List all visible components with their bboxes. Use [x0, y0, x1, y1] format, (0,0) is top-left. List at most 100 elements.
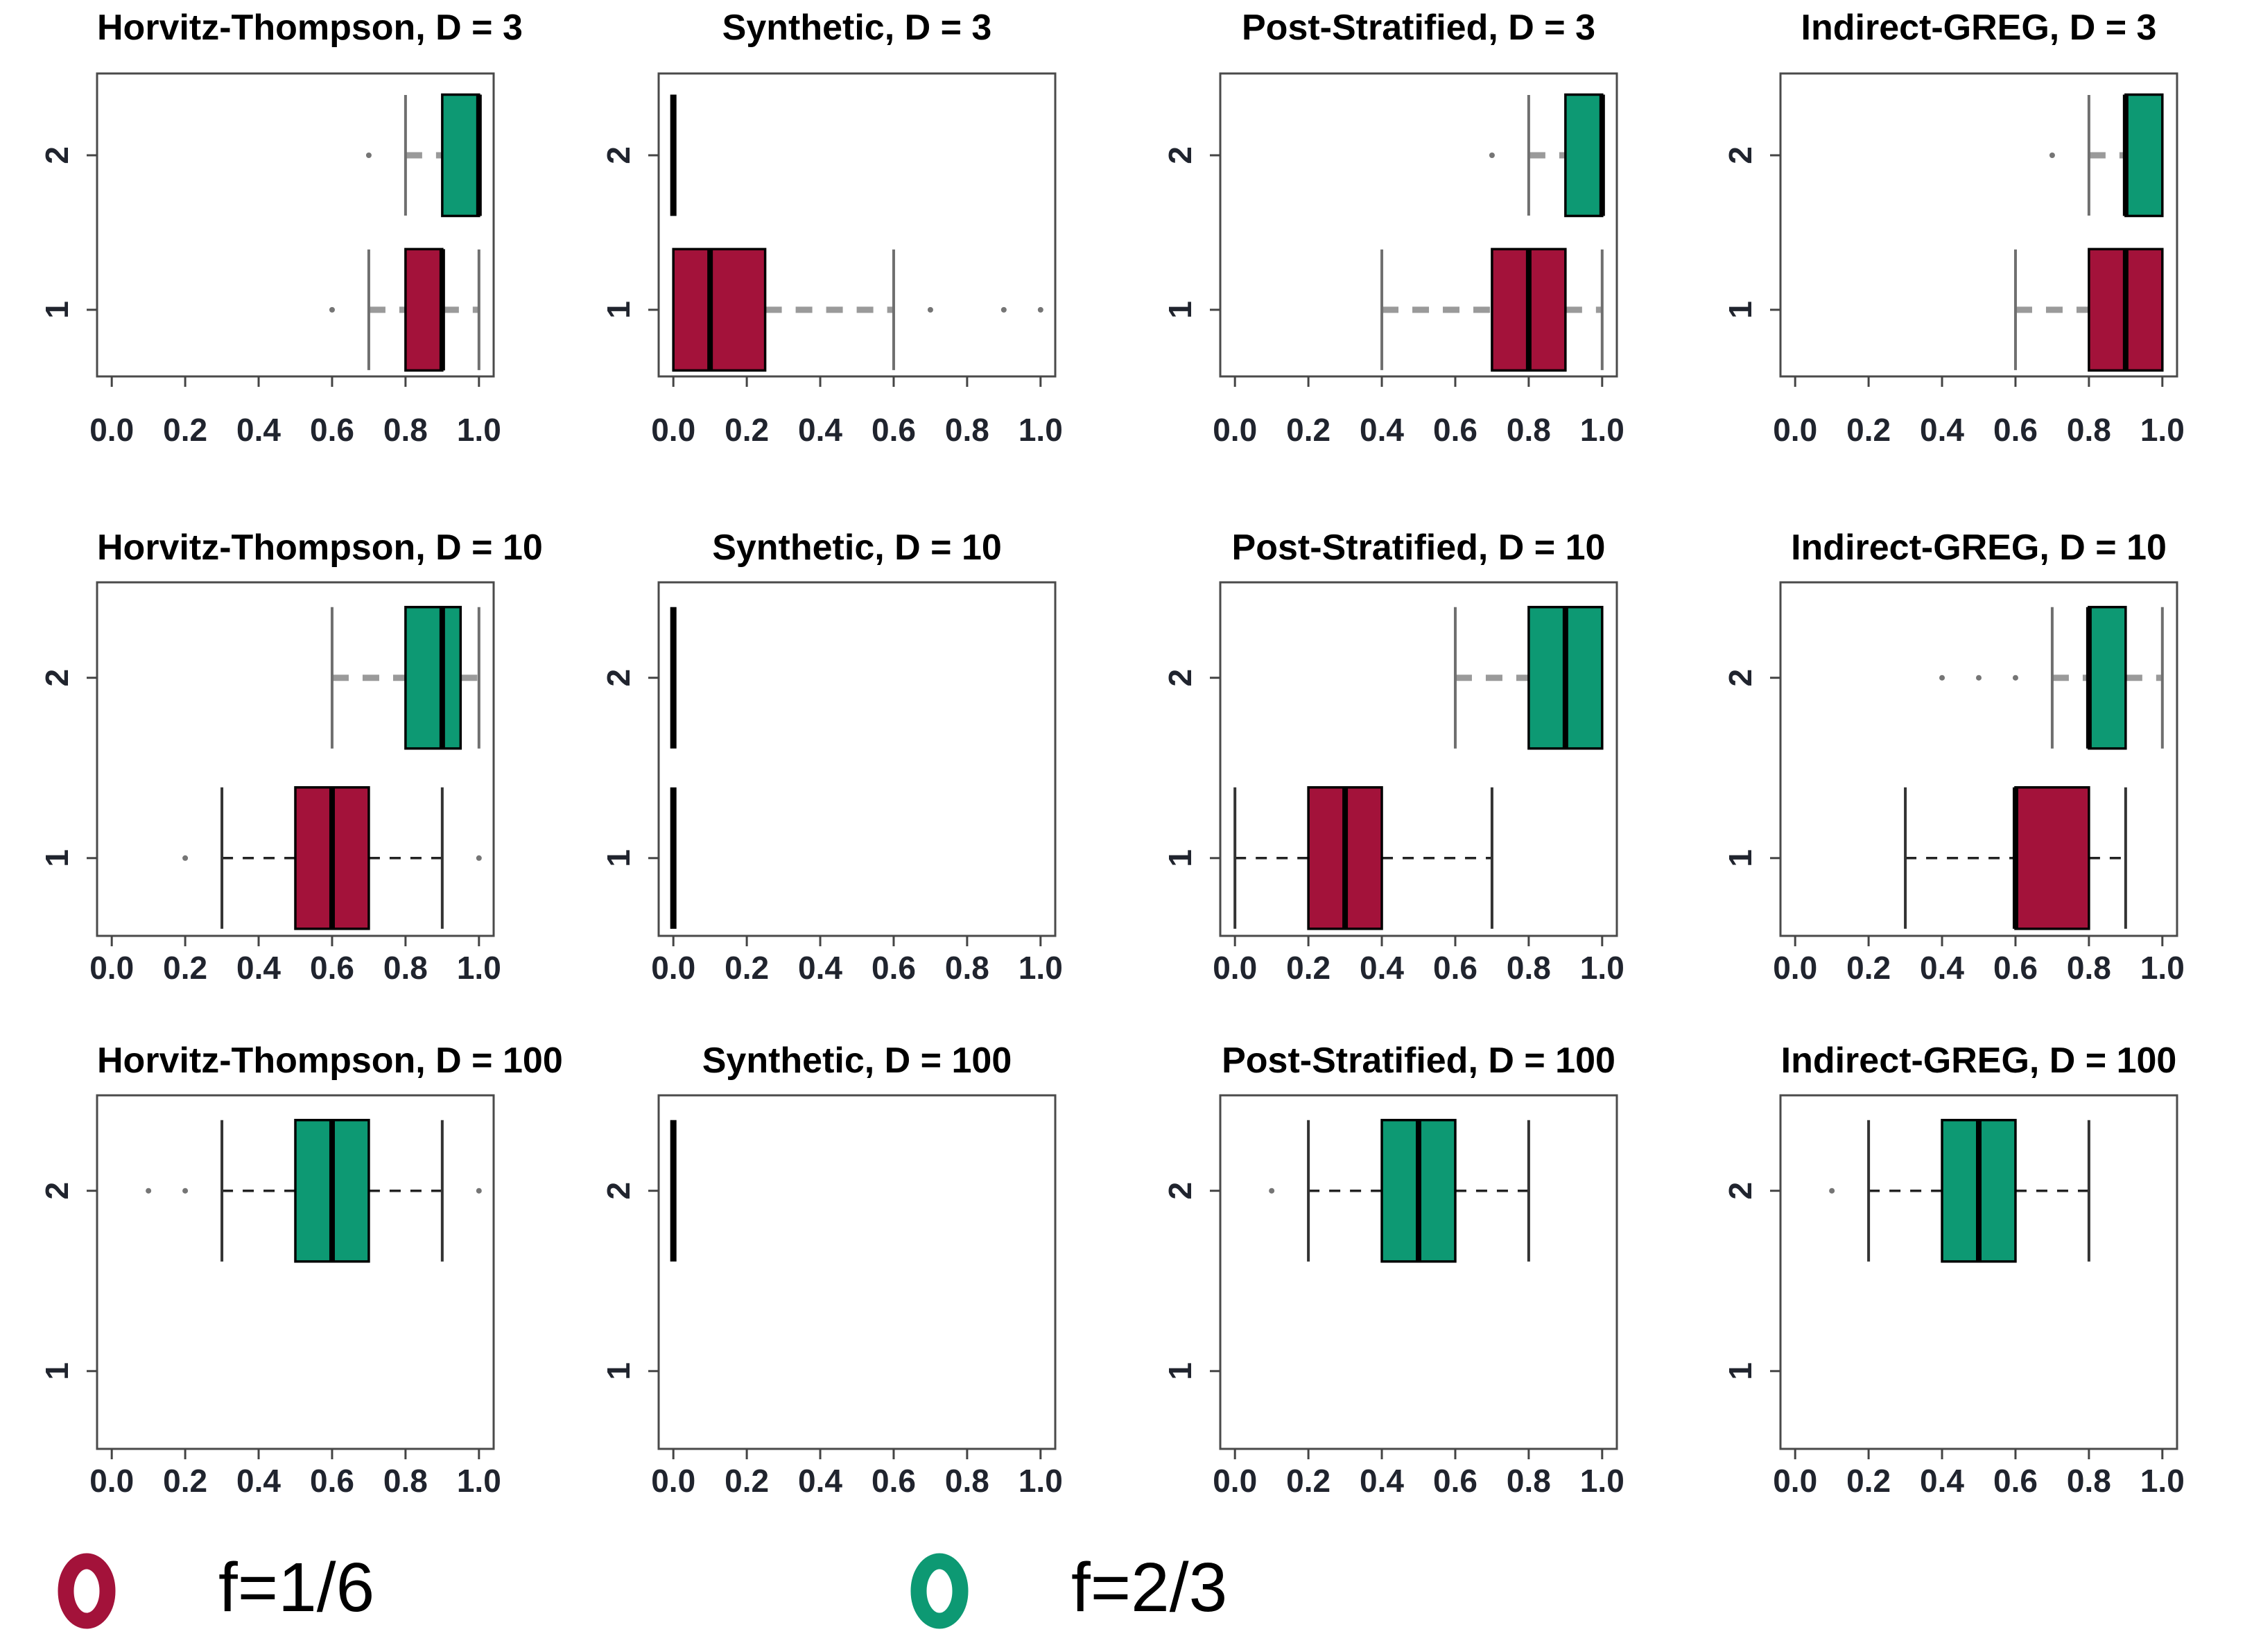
svg-text:2: 2 — [600, 146, 636, 164]
boxplot-panel: Horvitz-Thompson, D = 3 0.0 0.2 0.4 0.6 0.8 1… — [0, 0, 562, 485]
svg-text:2: 2 — [1722, 146, 1758, 164]
svg-text:0.6: 0.6 — [872, 1463, 916, 1499]
panel-title: Indirect-GREG, D = 10 — [1791, 528, 2167, 568]
legend-label-f23: f=2/3 — [1071, 1549, 1228, 1626]
svg-text:1.0: 1.0 — [2140, 1463, 2185, 1499]
svg-text:0.0: 0.0 — [651, 412, 695, 448]
svg-text:1.0: 1.0 — [1580, 1463, 1624, 1499]
svg-text:2: 2 — [39, 1182, 75, 1200]
svg-text:1: 1 — [39, 1362, 75, 1380]
svg-text:0.6: 0.6 — [872, 950, 916, 986]
boxplot-canvas: 0.0 0.2 0.4 0.6 0.8 1.0 2 1 — [1722, 581, 2185, 986]
svg-text:1: 1 — [1162, 849, 1198, 867]
svg-text:1: 1 — [1162, 301, 1198, 319]
boxplot-panel: Horvitz-Thompson, D = 10 0.0 0.2 0.4 0.6 0.8… — [0, 485, 562, 998]
boxplot-panel: Post-Stratified, D = 100 0.0 0.2 0.4 0.6 0.8… — [1123, 998, 1685, 1511]
boxplot-panel: Indirect-GREG, D = 3 0.0 0.2 0.4 0.6 0.8 1.0 2… — [1683, 0, 2245, 485]
svg-text:1: 1 — [600, 849, 636, 867]
svg-text:0.8: 0.8 — [945, 1463, 989, 1499]
svg-text:0.4: 0.4 — [1920, 412, 1964, 448]
svg-text:1: 1 — [39, 301, 75, 319]
svg-text:0.4: 0.4 — [1360, 412, 1404, 448]
svg-text:1.0: 1.0 — [1580, 950, 1624, 986]
svg-text:0.8: 0.8 — [383, 1463, 428, 1499]
panel-title: Horvitz-Thompson, D = 10 — [97, 528, 543, 568]
svg-text:0.0: 0.0 — [89, 950, 134, 986]
panel-title: Synthetic, D = 10 — [712, 528, 1002, 568]
boxplot-panel: Synthetic, D = 100 0.0 0.2 0.4 0.6 0.8 1.0 2 1 — [562, 998, 1123, 1511]
svg-text:0.2: 0.2 — [725, 950, 769, 986]
svg-text:0.4: 0.4 — [1360, 950, 1404, 986]
svg-text:0.0: 0.0 — [651, 950, 695, 986]
boxplot-canvas: 0.0 0.2 0.4 0.6 0.8 1.0 2 1 — [39, 72, 501, 448]
panel-title: Horvitz-Thompson, D = 3 — [97, 8, 523, 48]
svg-text:2: 2 — [1162, 1182, 1198, 1200]
panel-title: Indirect-GREG, D = 100 — [1780, 1041, 2177, 1081]
svg-text:0.4: 0.4 — [236, 950, 281, 986]
boxplot-canvas: 0.0 0.2 0.4 0.6 0.8 1.0 2 1 — [1162, 1094, 1624, 1499]
boxplot-canvas: 0.0 0.2 0.4 0.6 0.8 1.0 2 1 — [39, 581, 501, 986]
svg-text:1: 1 — [1162, 1362, 1198, 1380]
svg-text:2: 2 — [600, 1182, 636, 1200]
svg-text:0.2: 0.2 — [725, 1463, 769, 1499]
svg-text:2: 2 — [1162, 146, 1198, 164]
svg-text:1: 1 — [39, 849, 75, 867]
panel-title: Synthetic, D = 3 — [722, 8, 992, 48]
boxplot-panel: Indirect-GREG, D = 10 0.0 0.2 0.4 0.6 0.8 1.0… — [1683, 485, 2245, 998]
svg-text:0.4: 0.4 — [1360, 1463, 1404, 1499]
boxplot-panel: Synthetic, D = 3 0.0 0.2 0.4 0.6 0.8 1.0 2 1 — [562, 0, 1123, 485]
svg-text:0.4: 0.4 — [798, 950, 842, 986]
boxplot-canvas: 0.0 0.2 0.4 0.6 0.8 1.0 2 1 — [1162, 581, 1624, 986]
svg-text:2: 2 — [39, 669, 75, 687]
legend-label-f16: f=1/6 — [218, 1549, 375, 1626]
svg-text:0.8: 0.8 — [945, 412, 989, 448]
svg-text:0.6: 0.6 — [1993, 412, 2038, 448]
svg-text:0.6: 0.6 — [1433, 950, 1477, 986]
svg-text:0.8: 0.8 — [2067, 950, 2111, 986]
svg-text:2: 2 — [600, 669, 636, 687]
legend-item-f16: f=1/6 — [49, 1522, 374, 1652]
svg-text:1.0: 1.0 — [457, 950, 501, 986]
svg-text:0.2: 0.2 — [163, 1463, 207, 1499]
panel-title: Post-Stratified, D = 3 — [1242, 8, 1595, 48]
legend-item-f23: f=2/3 — [901, 1522, 1227, 1652]
svg-text:0.0: 0.0 — [1773, 412, 1817, 448]
svg-text:1: 1 — [1722, 301, 1758, 319]
svg-text:0.8: 0.8 — [2067, 1463, 2111, 1499]
panel-title: Indirect-GREG, D = 3 — [1801, 8, 2157, 48]
panel-title: Post-Stratified, D = 100 — [1222, 1041, 1615, 1081]
svg-text:0.0: 0.0 — [651, 1463, 695, 1499]
svg-text:0.8: 0.8 — [1507, 950, 1551, 986]
svg-text:1: 1 — [1722, 1362, 1758, 1380]
svg-text:0.2: 0.2 — [1846, 1463, 1891, 1499]
boxplot-canvas: 0.0 0.2 0.4 0.6 0.8 1.0 2 1 — [1722, 1094, 2185, 1499]
svg-text:2: 2 — [1722, 669, 1758, 687]
boxplot-canvas: 0.0 0.2 0.4 0.6 0.8 1.0 2 1 — [600, 581, 1063, 986]
svg-text:2: 2 — [39, 146, 75, 164]
boxplot-panel: Synthetic, D = 10 0.0 0.2 0.4 0.6 0.8 1.0 2 1 — [562, 485, 1123, 998]
svg-text:0.4: 0.4 — [798, 1463, 842, 1499]
svg-text:0.4: 0.4 — [236, 1463, 281, 1499]
svg-text:1.0: 1.0 — [1580, 412, 1624, 448]
svg-text:0.6: 0.6 — [1993, 1463, 2038, 1499]
svg-text:1: 1 — [600, 301, 636, 319]
svg-text:0.2: 0.2 — [163, 950, 207, 986]
svg-text:1.0: 1.0 — [2140, 950, 2185, 986]
svg-text:0.4: 0.4 — [1920, 950, 1964, 986]
boxplot-canvas: 0.0 0.2 0.4 0.6 0.8 1.0 2 1 — [39, 1094, 501, 1499]
svg-text:1: 1 — [1722, 849, 1758, 867]
f23-ring-icon — [910, 1553, 969, 1629]
svg-text:0.4: 0.4 — [1920, 1463, 1964, 1499]
panel-title: Post-Stratified, D = 10 — [1231, 528, 1606, 568]
boxplot-canvas: 0.0 0.2 0.4 0.6 0.8 1.0 2 1 — [1162, 72, 1624, 448]
svg-text:0.6: 0.6 — [310, 1463, 354, 1499]
svg-text:0.6: 0.6 — [1433, 1463, 1477, 1499]
svg-text:1.0: 1.0 — [1019, 1463, 1063, 1499]
svg-text:2: 2 — [1162, 669, 1198, 687]
svg-text:0.0: 0.0 — [89, 412, 134, 448]
svg-text:0.6: 0.6 — [310, 950, 354, 986]
legend: f=1/6 f=2/3 — [0, 1522, 2245, 1652]
svg-text:0.4: 0.4 — [236, 412, 281, 448]
svg-text:0.0: 0.0 — [1213, 412, 1257, 448]
